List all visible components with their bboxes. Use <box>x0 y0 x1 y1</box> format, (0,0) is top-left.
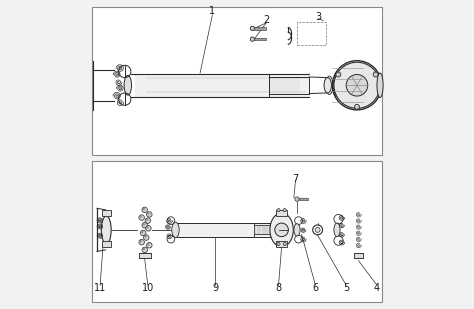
Bar <box>269 77 300 94</box>
Circle shape <box>142 247 147 253</box>
Circle shape <box>142 207 147 213</box>
Text: 9: 9 <box>212 283 219 293</box>
Circle shape <box>146 218 148 221</box>
Circle shape <box>277 209 280 212</box>
Text: 2: 2 <box>263 15 269 25</box>
Circle shape <box>144 235 149 240</box>
Circle shape <box>250 37 255 41</box>
Circle shape <box>283 209 286 212</box>
Circle shape <box>283 243 286 246</box>
Text: 6: 6 <box>312 283 319 293</box>
Ellipse shape <box>326 76 333 95</box>
Circle shape <box>147 243 149 245</box>
Circle shape <box>373 72 378 77</box>
Bar <box>177 223 279 237</box>
Circle shape <box>147 213 149 215</box>
Circle shape <box>250 26 255 31</box>
Ellipse shape <box>275 223 288 237</box>
Circle shape <box>139 239 145 245</box>
Circle shape <box>143 208 145 210</box>
Text: 11: 11 <box>94 283 106 293</box>
Ellipse shape <box>346 74 368 96</box>
Text: 7: 7 <box>292 174 299 184</box>
Ellipse shape <box>349 70 356 100</box>
Text: 1: 1 <box>210 6 216 16</box>
Circle shape <box>295 197 299 201</box>
Ellipse shape <box>124 75 131 95</box>
Circle shape <box>146 226 148 229</box>
Circle shape <box>143 223 145 226</box>
Bar <box>254 27 266 30</box>
Circle shape <box>146 226 151 231</box>
Bar <box>276 210 287 216</box>
Circle shape <box>143 248 145 250</box>
Circle shape <box>141 231 143 233</box>
Ellipse shape <box>341 72 348 98</box>
Circle shape <box>336 72 341 77</box>
Ellipse shape <box>377 73 383 98</box>
Bar <box>254 38 266 40</box>
Bar <box>297 22 326 45</box>
Bar <box>92 7 382 154</box>
Bar <box>136 74 310 97</box>
Bar <box>254 225 274 234</box>
Circle shape <box>313 225 322 235</box>
Circle shape <box>145 218 151 223</box>
Ellipse shape <box>294 224 300 236</box>
Circle shape <box>315 227 320 232</box>
Circle shape <box>277 243 280 246</box>
Ellipse shape <box>334 223 340 237</box>
Ellipse shape <box>172 222 179 238</box>
Circle shape <box>140 216 142 218</box>
Text: 5: 5 <box>343 283 349 293</box>
Ellipse shape <box>101 216 111 244</box>
Text: 8: 8 <box>275 283 282 293</box>
Bar <box>101 210 111 216</box>
Text: 10: 10 <box>142 283 154 293</box>
Circle shape <box>144 235 146 238</box>
Ellipse shape <box>334 62 380 108</box>
Text: 3: 3 <box>316 12 321 22</box>
Ellipse shape <box>333 74 341 96</box>
Circle shape <box>142 222 147 228</box>
Circle shape <box>355 104 359 109</box>
Ellipse shape <box>324 78 331 93</box>
Bar <box>138 253 151 257</box>
Bar <box>92 161 382 302</box>
Ellipse shape <box>270 213 293 247</box>
Bar <box>299 198 308 200</box>
Circle shape <box>146 212 152 217</box>
Circle shape <box>146 243 152 248</box>
Circle shape <box>140 240 142 242</box>
Circle shape <box>139 215 145 220</box>
Bar <box>276 241 287 247</box>
Circle shape <box>140 230 146 236</box>
Bar <box>354 253 363 257</box>
Text: 4: 4 <box>374 283 380 293</box>
Bar <box>101 241 111 247</box>
